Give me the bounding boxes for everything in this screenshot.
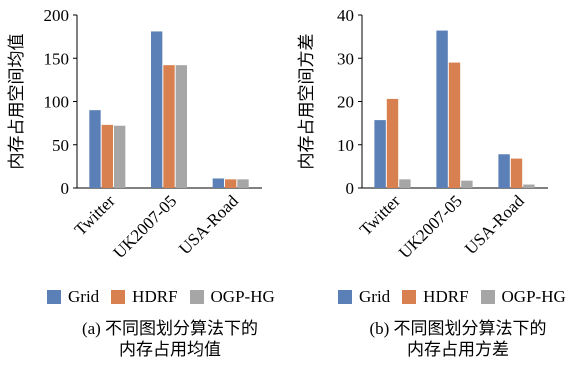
legend-a: Grid HDRF OGP-HG (47, 287, 287, 307)
bar-grid-twitter (89, 110, 101, 188)
caption-b-line2: 内存占用方差 (407, 340, 509, 359)
x-tick-label-uk2007-05: UK2007-05 (395, 191, 466, 262)
bar-grid-twitter (374, 120, 386, 188)
caption-a-line1: (a) 不同图划分算法下的 (81, 319, 259, 338)
legend-label-ogp-hg: OGP-HG (501, 287, 566, 306)
bar-ogp-hg-uk2007-05 (461, 180, 473, 188)
bar-hdrf-usa-road (510, 158, 523, 188)
y-tick-label: 200 (44, 6, 70, 25)
legend-item-hdrf: HDRF (402, 287, 469, 307)
y-tick-label: 150 (44, 49, 70, 68)
legend-swatch-hdrf (111, 290, 126, 304)
legend-swatch-ogp-hg (480, 290, 495, 304)
caption-b-line1: (b) 不同图划分算法下的 (369, 319, 547, 338)
legend-item-hdrf: HDRF (111, 287, 178, 307)
bar-grid-uk2007-05 (436, 30, 448, 188)
legend-swatch-grid (47, 290, 61, 304)
bar-hdrf-twitter (386, 98, 399, 188)
y-tick-label: 30 (337, 49, 354, 68)
legend-label-grid: Grid (359, 287, 391, 306)
chart-memory-mean: 0 50 100 150 200 内存占用空间均值 TwitterUK2007-05USA-… (7, 6, 262, 262)
bar-ogp-hg-uk2007-05 (175, 65, 187, 188)
bar-ogp-hg-twitter (114, 125, 126, 188)
caption-a-line2: 内存占用均值 (119, 340, 221, 359)
legend-swatch-ogp-hg (189, 290, 204, 304)
bar-hdrf-uk2007-05 (448, 62, 461, 189)
bar-grid-usa-road (212, 178, 224, 188)
bar-ogp-hg-twitter (399, 179, 411, 188)
legend-label-hdrf: HDRF (423, 287, 469, 306)
y-tick-label: 10 (337, 136, 354, 155)
chart-memory-variance: 0 10 20 30 40 内存占用空间方差 TwitterUK2007-05USA-Roa… (297, 6, 548, 262)
legend-swatch-grid (338, 290, 352, 304)
legend-item-grid: Grid (338, 287, 390, 307)
legend-label-grid: Grid (68, 287, 100, 306)
bar-hdrf-uk2007-05 (163, 65, 175, 188)
caption-a: (a) 不同图划分算法下的 内存占用均值 (50, 318, 290, 360)
y-axis-label: 内存占用空间均值 (7, 34, 27, 170)
y-tick-label: 0 (61, 179, 70, 198)
caption-b: (b) 不同图划分算法下的 内存占用方差 (338, 318, 578, 360)
bar-ogp-hg-usa-road (523, 184, 535, 188)
y-tick-label: 50 (52, 136, 69, 155)
x-tick-label-twitter: Twitter (71, 191, 119, 239)
y-tick-label: 20 (337, 93, 354, 112)
legend-item-ogp-hg: OGP-HG (480, 287, 566, 307)
legend-item-grid: Grid (47, 287, 99, 307)
x-tick-label-usa-road: USA-Road (461, 191, 528, 258)
legend-swatch-hdrf (402, 290, 417, 304)
legend-label-ogp-hg: OGP-HG (210, 287, 275, 306)
y-axis-label: 内存占用空间方差 (297, 34, 317, 170)
x-tick-label-usa-road: USA-Road (175, 191, 242, 258)
y-tick-label: 40 (337, 6, 354, 25)
bar-grid-usa-road (498, 154, 510, 188)
bar-ogp-hg-usa-road (237, 179, 249, 188)
legend-label-hdrf: HDRF (132, 287, 178, 306)
bar-grid-uk2007-05 (151, 31, 163, 189)
legend-b: Grid HDRF OGP-HG (338, 287, 578, 307)
bar-hdrf-usa-road (225, 179, 237, 188)
y-tick-label: 100 (44, 93, 70, 112)
x-tick-label-twitter: Twitter (356, 191, 404, 239)
x-tick-label-uk2007-05: UK2007-05 (109, 191, 180, 262)
bar-hdrf-twitter (101, 124, 113, 188)
legend-item-ogp-hg: OGP-HG (189, 287, 275, 307)
y-tick-label: 0 (346, 179, 355, 198)
